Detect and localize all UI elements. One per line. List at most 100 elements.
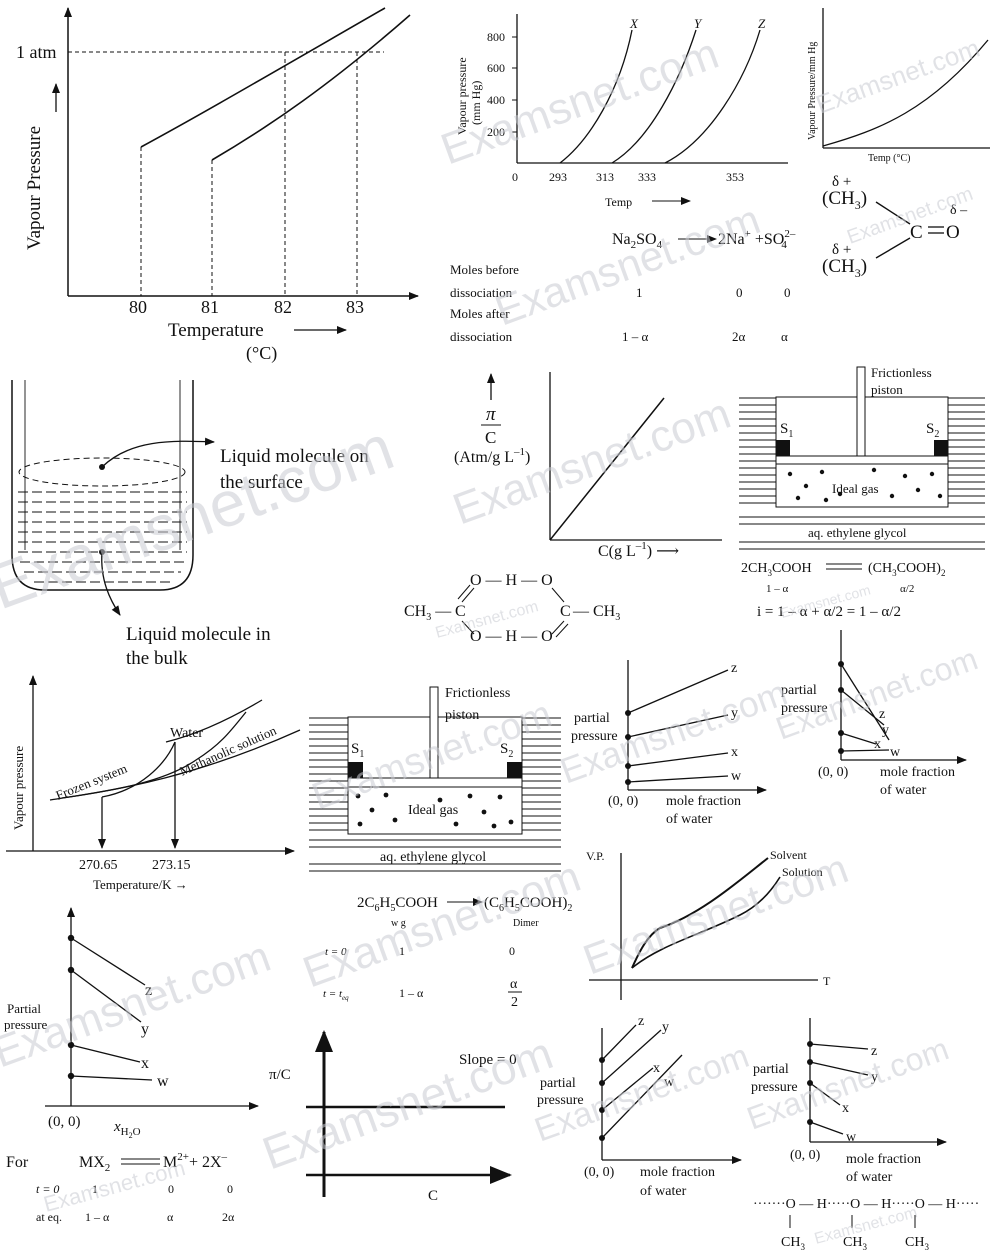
- xlabel-2: of water: [846, 1170, 893, 1185]
- water-label: Water: [170, 726, 203, 741]
- t-label: T: [823, 974, 831, 988]
- t2-label: 273.15: [152, 858, 191, 873]
- before-2: 0: [736, 285, 743, 300]
- r2-1: 1 – α: [85, 1210, 110, 1224]
- tick-83: 83: [346, 297, 364, 317]
- ch3-left: CH3 —: [404, 603, 452, 623]
- y-num: π: [486, 404, 496, 425]
- y-unit: (Atm/g L–1): [454, 446, 530, 466]
- gas-label: Ideal gas: [832, 481, 879, 496]
- r2-3: 2α: [222, 1210, 235, 1224]
- ylabel-1: Partial: [7, 1001, 41, 1016]
- row-label-1: Moles before: [450, 262, 519, 277]
- row-label-2: dissociation: [450, 285, 513, 300]
- ch3-right: — CH3: [572, 603, 620, 623]
- xlabel-2: of water: [880, 783, 927, 798]
- watermark: Examsnet.com: [256, 1026, 560, 1179]
- xlabel-2: of water: [640, 1184, 687, 1199]
- atm-label: 1 atm: [16, 42, 57, 62]
- surface-label-2: the surface: [220, 472, 303, 493]
- watermark: Examsnet.com: [41, 1155, 188, 1217]
- row-label-4: dissociation: [450, 329, 513, 344]
- glycol-label: aq. ethylene glycol: [808, 525, 907, 540]
- oxygen: O: [946, 222, 960, 243]
- panel-partial-pressure-d: z y x w partial pressure (0, 0) mole fra…: [537, 1014, 742, 1199]
- delta-minus: δ –: [950, 203, 968, 218]
- products: 2Na+ +SO2– 4: [718, 228, 796, 251]
- c-left: C: [455, 603, 466, 620]
- curve-x-label: X: [629, 16, 639, 31]
- t1-label: 270.65: [79, 858, 118, 873]
- line-w: w: [846, 1130, 857, 1145]
- r2-2: α: [167, 1210, 174, 1224]
- panel-partial-pressure-e: z y x w partial pressure (0, 0) mole fra…: [751, 1018, 947, 1185]
- watermark: Examsnet.com: [297, 852, 587, 998]
- row-label-3: Moles after: [450, 306, 510, 321]
- panel-beaker: Liquid molecule on the surface Liquid mo…: [11, 380, 369, 669]
- x-tick-293: 293: [549, 170, 567, 184]
- line-y: y: [731, 706, 738, 721]
- panel-pi-c-graph: π C (Atm/g L–1) C(g L–1) ⟶: [454, 372, 722, 560]
- y-axis-label-2: (mm Hg): [469, 81, 483, 125]
- line-z: z: [879, 707, 885, 722]
- origin: (0, 0): [584, 1165, 615, 1180]
- after-3: α: [781, 329, 788, 344]
- panel-na2so4-dissociation: Na2SO4 2Na+ +SO2– 4 Moles before dissocia…: [450, 228, 796, 344]
- panel-mx2-dissociation: For MX2 M2++ 2X– t = 0 at eq. 1 0 0 1 – …: [6, 1151, 235, 1224]
- solvent-label: Solvent: [770, 848, 807, 862]
- teq-label: t = teq: [323, 988, 349, 1002]
- eq-right: (C6H5COOH)2: [484, 895, 572, 914]
- xlabel: C: [428, 1188, 438, 1204]
- y-den: C: [485, 428, 496, 447]
- before-1: 1: [636, 285, 643, 300]
- carbon: C: [910, 222, 923, 243]
- t0-label: t = 0: [325, 946, 347, 958]
- xlabel-1: mole fraction: [640, 1165, 715, 1180]
- panel-acetic-dimer: CH3 — C O — H — O O — H — O C — CH3: [404, 572, 620, 645]
- i-equation: i = 1 – α + α/2 = 1 – α/2: [757, 604, 901, 620]
- r1-2: 0: [168, 1182, 174, 1196]
- line-x: x: [653, 1061, 660, 1076]
- v2: 0: [509, 944, 515, 958]
- piston-label-1: Frictionless: [445, 686, 510, 701]
- s2-label: S2: [926, 421, 939, 440]
- x-tick-0: 0: [512, 170, 518, 184]
- slope-label: Slope = 0: [459, 1052, 517, 1068]
- gas-label: Ideal gas: [408, 803, 458, 818]
- x-axis-label: Temp: [605, 195, 632, 209]
- v1: 1: [399, 944, 405, 958]
- x-axis-label: Temp (°C): [868, 153, 910, 164]
- watermark: Examsnet.com: [0, 932, 277, 1078]
- ylabel-2: pressure: [537, 1093, 584, 1108]
- v3: 1 – α: [399, 986, 424, 1000]
- watermark: Examsnet.com: [489, 195, 766, 334]
- after-2: 2α: [732, 329, 746, 344]
- frozen-label: Frozen system: [54, 761, 130, 803]
- y-tick-600: 600: [487, 61, 505, 75]
- panel-methanol-chain: ·······O — H·····O — H·····O — H····· CH…: [753, 1197, 979, 1252]
- ylabel: π/C: [269, 1067, 291, 1083]
- y-axis-label: Vapour Pressure/mm Hg: [807, 42, 818, 140]
- mx2: MX2: [79, 1154, 110, 1174]
- ateq-label: at eq.: [36, 1210, 62, 1224]
- s1-label: S1: [780, 421, 793, 440]
- eq-sub-right: α/2: [900, 583, 914, 595]
- r1-3: 0: [227, 1182, 233, 1196]
- glycol-label: aq. ethylene glycol: [380, 850, 486, 865]
- ylabel-1: partial: [781, 683, 817, 698]
- line-x: x: [141, 1055, 149, 1072]
- x-tick-313: 313: [596, 170, 614, 184]
- watermark: Examsnet.com: [577, 844, 854, 983]
- line-y: y: [662, 1020, 669, 1035]
- surface-label-1: Liquid molecule on: [220, 446, 369, 467]
- ylabel-1: partial: [574, 711, 610, 726]
- after-1: 1 – α: [622, 329, 649, 344]
- line-w: w: [731, 769, 742, 784]
- delta-plus-bottom: δ +: [832, 242, 851, 258]
- t0-label: t = 0: [36, 1182, 59, 1196]
- panel-boiling-point-graph: 1 atm Vapour Pressure 80 81 82 83 Temper…: [16, 7, 419, 364]
- curve-z-label: Z: [758, 16, 766, 31]
- y-tick-200: 200: [487, 125, 505, 139]
- xlabel: xH2O: [113, 1119, 141, 1140]
- watermark: Examsnet.com: [0, 411, 403, 623]
